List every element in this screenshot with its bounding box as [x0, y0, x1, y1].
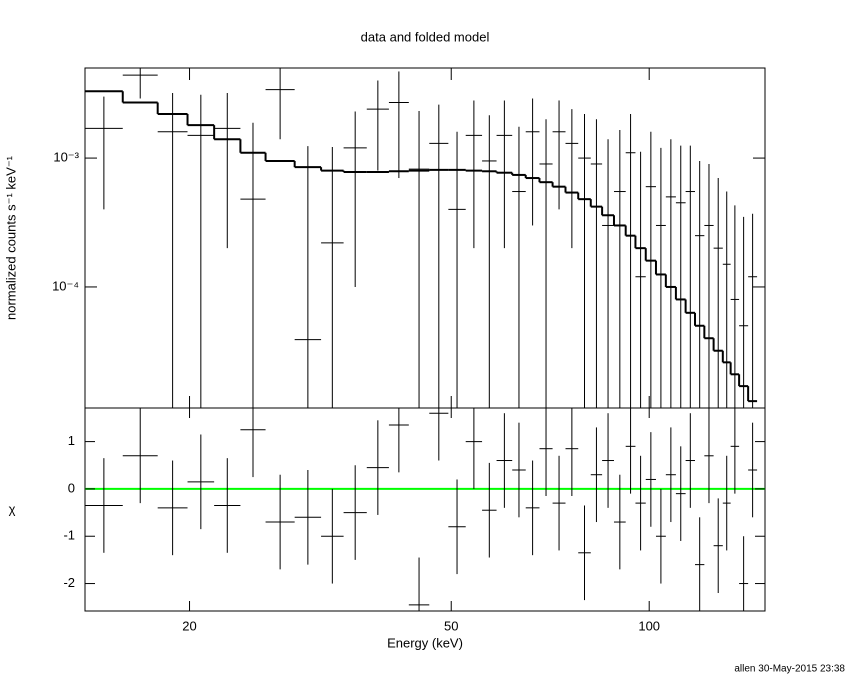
- residual-axis-label: χ: [9, 501, 16, 516]
- y-axis-label: normalized counts s⁻¹ keV⁻¹: [3, 155, 18, 320]
- y-tick-label: 1: [68, 433, 75, 448]
- x-axis-label: Energy (keV): [387, 635, 463, 650]
- y-tick-label: 0: [68, 480, 75, 495]
- x-tick-label: 100: [638, 618, 660, 633]
- spectrum-panel: [85, 68, 758, 408]
- x-tick-label: 50: [444, 618, 458, 633]
- y-tick-label: 10⁻⁴: [52, 278, 79, 293]
- y-tick-label: 10⁻³: [53, 150, 79, 165]
- bottom-frame: [84, 407, 766, 612]
- x-tick-label: 20: [182, 618, 196, 633]
- residual-panel: [85, 408, 765, 611]
- chart-title: data and folded model: [361, 29, 490, 44]
- y-tick-label: -2: [63, 575, 75, 590]
- footer: allen 30-May-2015 23:38: [734, 664, 845, 675]
- y-tick-label: -1: [63, 528, 75, 543]
